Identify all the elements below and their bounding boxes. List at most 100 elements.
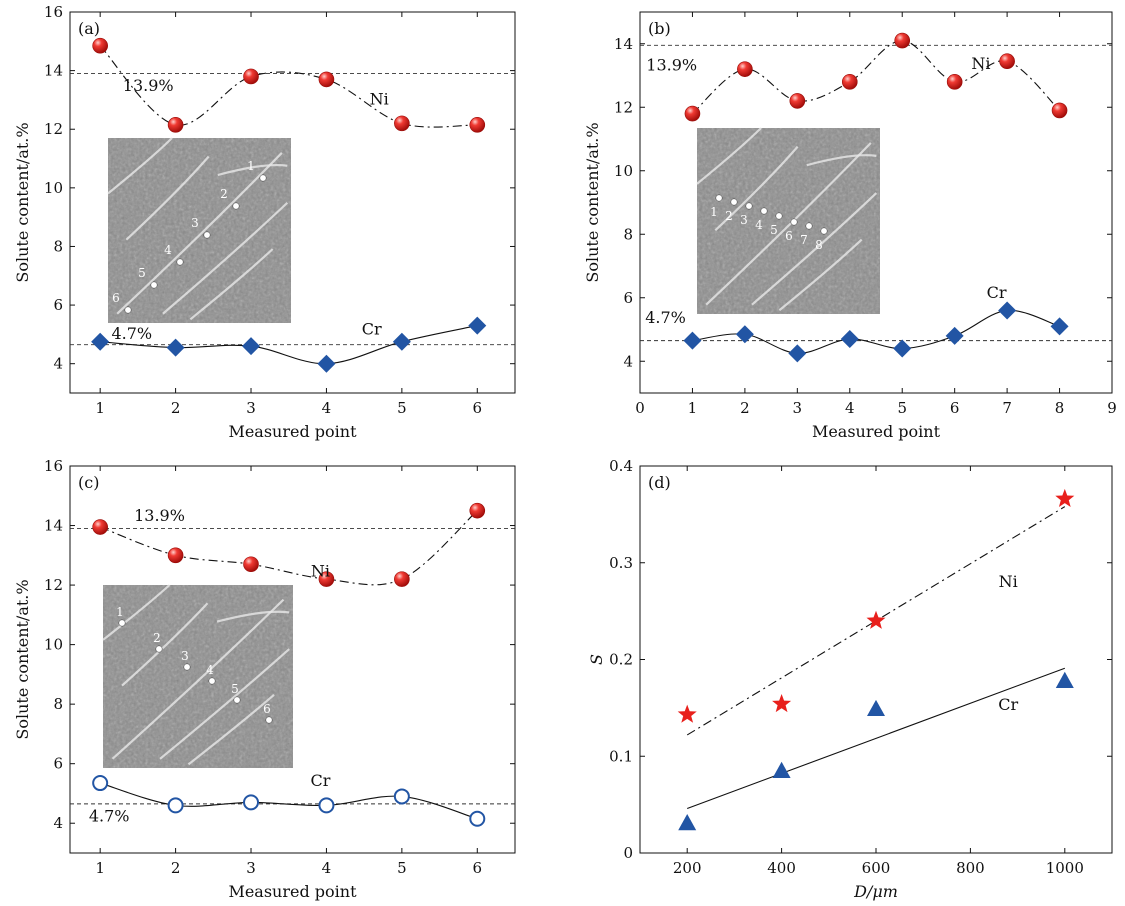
- y-tick-label: 8: [623, 225, 633, 243]
- y-tick-label: 0.3: [609, 554, 633, 572]
- reference-line-label: 4.7%: [111, 324, 152, 343]
- x-axis-title: Measured point: [228, 422, 357, 441]
- grain-boundary: [121, 602, 209, 687]
- y-tick-label: 12: [614, 98, 633, 116]
- panel-tag: (c): [78, 473, 99, 492]
- x-tick-label: 3: [246, 859, 256, 877]
- x-tick-label: 4: [845, 399, 855, 417]
- micrograph-inset: 1 2 3 4 5 6: [107, 137, 291, 323]
- y-tick-label: 4: [623, 352, 633, 370]
- grain-boundary: [162, 201, 289, 315]
- y-tick-label: 14: [44, 517, 63, 535]
- x-tick-label: 4: [322, 399, 332, 417]
- data-point: [684, 105, 701, 122]
- data-point: [678, 814, 697, 831]
- measured-point-dot: [790, 218, 798, 226]
- micrograph-inset: 1 2 3 4 5 6: [102, 584, 293, 768]
- data-point: [1055, 671, 1074, 688]
- x-tick-label: 5: [397, 399, 407, 417]
- x-tick-label: 9: [1107, 399, 1117, 417]
- series-label: Cr: [362, 319, 382, 338]
- data-point: [893, 339, 912, 358]
- measured-point-label: 2: [725, 209, 733, 223]
- x-tick-label: 1: [688, 399, 698, 417]
- series-curve: [692, 40, 1060, 115]
- measured-point-dot: [805, 222, 813, 230]
- measured-point-dot: [233, 696, 241, 704]
- reference-line-label: 13.9%: [134, 506, 185, 525]
- y-tick-label: 0.1: [609, 747, 633, 765]
- y-tick-label: 6: [623, 289, 633, 307]
- y-tick-label: 4: [53, 814, 63, 832]
- x-tick-label: 6: [950, 399, 960, 417]
- y-tick-label: 6: [53, 296, 63, 314]
- measured-point-dot: [730, 198, 738, 206]
- measured-point-dot: [715, 194, 723, 202]
- measured-point-dot: [775, 212, 783, 220]
- y-tick-label: 0.2: [609, 651, 633, 669]
- measured-point-label: 5: [231, 682, 239, 696]
- data-point: [394, 115, 410, 132]
- grain-boundary: [806, 154, 877, 167]
- x-tick-label: 7: [1002, 399, 1012, 417]
- x-tick-label: 5: [897, 399, 907, 417]
- data-point: [167, 117, 184, 133]
- x-tick-label: 4: [322, 859, 332, 877]
- x-tick-label: 8: [1055, 399, 1065, 417]
- y-tick-label: 16: [44, 457, 63, 475]
- y-tick-label: 12: [44, 576, 63, 594]
- data-point: [999, 53, 1015, 70]
- data-point: [394, 571, 410, 587]
- data-point: [167, 547, 184, 564]
- series-label: Ni: [370, 89, 389, 108]
- measured-point-label: 2: [153, 631, 161, 645]
- y-axis-title: S: [587, 654, 606, 665]
- measured-point-dot: [118, 619, 126, 627]
- measured-point-dot: [155, 645, 163, 653]
- data-point: [318, 71, 335, 88]
- grain-boundary: [111, 598, 285, 760]
- grain-boundary: [116, 152, 283, 315]
- data-point: [788, 344, 807, 363]
- x-tick-label: 1: [95, 399, 105, 417]
- grain-boundary: [751, 192, 878, 306]
- y-tick-label: 14: [614, 35, 633, 53]
- y-tick-label: 14: [44, 62, 63, 80]
- data-point: [469, 117, 486, 133]
- y-tick-label: 10: [614, 162, 633, 180]
- grain-boundary: [107, 137, 173, 195]
- panel-tag: (d): [648, 473, 671, 492]
- data-point: [166, 338, 185, 357]
- data-point: [894, 32, 911, 49]
- measured-point-dot: [745, 202, 753, 210]
- x-tick-label: 3: [793, 399, 803, 417]
- data-point: [318, 797, 335, 814]
- series-cr: Cr: [91, 316, 487, 373]
- plot-frame: [639, 11, 1113, 394]
- x-tick-label: 6: [473, 399, 483, 417]
- measured-point-label: 6: [785, 229, 793, 243]
- data-point: [92, 37, 108, 54]
- grain-boundary: [714, 145, 799, 232]
- grain-boundary: [696, 127, 762, 185]
- series-ni: Ni: [92, 37, 486, 133]
- x-tick-label: 0: [635, 399, 645, 417]
- series-curve: [100, 782, 478, 820]
- x-tick-label: 400: [767, 859, 796, 877]
- measured-point-dot: [232, 202, 240, 210]
- y-tick-label: 8: [53, 695, 63, 713]
- fit-line: [686, 506, 1066, 736]
- data-point: [789, 93, 806, 109]
- y-tick-label: 12: [44, 120, 63, 138]
- data-point: [317, 354, 336, 373]
- measured-point-dot: [208, 677, 216, 685]
- x-tick-label: 200: [673, 859, 702, 877]
- measured-point-label: 8: [815, 238, 823, 252]
- data-point: [92, 775, 109, 792]
- x-axis-title: D/μm: [853, 882, 898, 901]
- data-point: [243, 556, 259, 573]
- measured-point-label: 1: [710, 205, 718, 219]
- panel-d: 200 400 600 800 1000 0 0.1 0.2 0.3 0.4 D/μm S (d) Ni C…: [587, 457, 1113, 901]
- x-tick-label: 600: [862, 859, 891, 877]
